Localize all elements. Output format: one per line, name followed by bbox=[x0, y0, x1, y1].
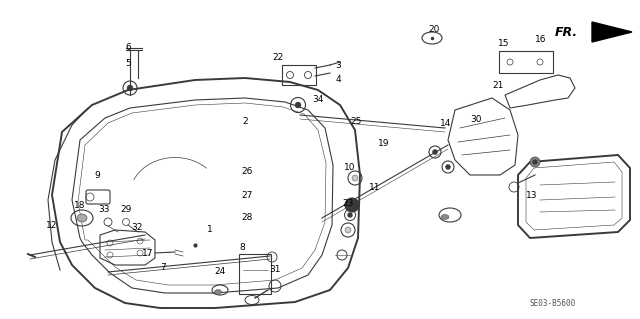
Circle shape bbox=[127, 85, 133, 91]
Text: 32: 32 bbox=[131, 224, 143, 233]
Ellipse shape bbox=[214, 290, 221, 294]
Text: 7: 7 bbox=[160, 263, 166, 272]
Text: 14: 14 bbox=[440, 120, 452, 129]
Text: 4: 4 bbox=[335, 75, 341, 84]
Text: 9: 9 bbox=[94, 172, 100, 181]
Text: 29: 29 bbox=[120, 205, 132, 214]
Text: 12: 12 bbox=[46, 221, 58, 231]
Text: 11: 11 bbox=[369, 182, 381, 191]
Text: 27: 27 bbox=[241, 190, 253, 199]
Text: 33: 33 bbox=[99, 205, 109, 214]
Text: 2: 2 bbox=[242, 117, 248, 127]
Ellipse shape bbox=[77, 214, 87, 222]
Text: 28: 28 bbox=[241, 213, 253, 222]
Text: 26: 26 bbox=[241, 167, 253, 175]
Text: 19: 19 bbox=[378, 138, 390, 147]
Text: 13: 13 bbox=[526, 190, 538, 199]
Text: 24: 24 bbox=[214, 268, 226, 277]
Text: 1: 1 bbox=[207, 225, 213, 234]
Text: 3: 3 bbox=[335, 62, 341, 70]
Text: 8: 8 bbox=[239, 242, 245, 251]
Circle shape bbox=[433, 150, 438, 154]
Text: 21: 21 bbox=[492, 80, 504, 90]
Text: 18: 18 bbox=[74, 202, 86, 211]
Circle shape bbox=[345, 227, 351, 233]
Ellipse shape bbox=[441, 214, 449, 219]
Circle shape bbox=[295, 102, 301, 108]
Circle shape bbox=[348, 213, 352, 217]
Polygon shape bbox=[592, 22, 632, 42]
Text: 20: 20 bbox=[428, 26, 440, 34]
Text: 34: 34 bbox=[312, 95, 324, 105]
Text: 17: 17 bbox=[142, 249, 154, 257]
Circle shape bbox=[533, 160, 537, 164]
Text: 25: 25 bbox=[350, 117, 362, 127]
Text: 6: 6 bbox=[125, 42, 131, 51]
Text: 5: 5 bbox=[125, 58, 131, 68]
Text: 16: 16 bbox=[535, 35, 547, 44]
Circle shape bbox=[530, 157, 540, 167]
Text: 10: 10 bbox=[344, 162, 356, 172]
Text: FR.: FR. bbox=[555, 26, 578, 39]
Text: SE03-B5600: SE03-B5600 bbox=[530, 299, 576, 308]
Circle shape bbox=[445, 165, 451, 169]
Circle shape bbox=[352, 175, 358, 181]
Text: 31: 31 bbox=[269, 265, 281, 275]
Text: 30: 30 bbox=[470, 115, 482, 124]
Text: 23: 23 bbox=[342, 199, 354, 209]
Circle shape bbox=[345, 198, 359, 212]
Text: 22: 22 bbox=[273, 54, 284, 63]
Text: 15: 15 bbox=[499, 40, 509, 48]
